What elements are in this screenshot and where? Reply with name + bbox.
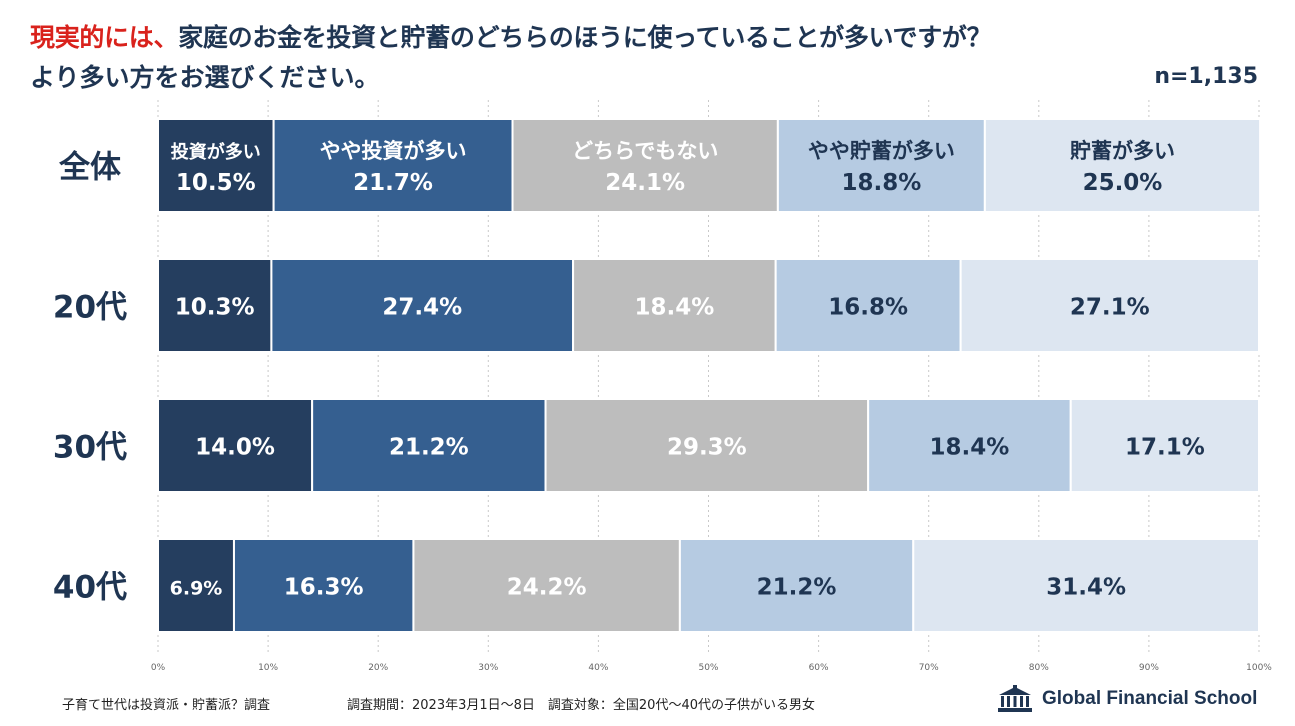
bar-segment xyxy=(157,258,273,353)
title-highlight: 現実的には、 xyxy=(30,23,179,52)
brand-logo: Global Financial School xyxy=(996,685,1257,713)
x-tick-label: 20% xyxy=(368,663,388,673)
bar-segment xyxy=(311,398,547,493)
x-tick-label: 60% xyxy=(809,663,829,673)
data-label: 24.1% xyxy=(605,170,685,196)
bar-segment xyxy=(157,118,275,213)
bar-segment xyxy=(272,118,514,213)
x-tick-label: 40% xyxy=(588,663,608,673)
data-label: 10.5% xyxy=(176,170,256,196)
x-tick-label: 80% xyxy=(1029,663,1049,673)
data-label: 10.3% xyxy=(175,295,255,321)
x-tick-label: 0% xyxy=(151,663,166,673)
data-label: 21.7% xyxy=(353,170,433,196)
data-label: 27.1% xyxy=(1070,295,1150,321)
bar-segment xyxy=(867,398,1072,493)
bar-segment xyxy=(776,118,986,213)
data-label: 18.8% xyxy=(841,170,921,196)
legend-label: 貯蓄が多い xyxy=(1070,139,1175,163)
category-label: 30代 xyxy=(53,430,127,466)
category-label: 40代 xyxy=(53,570,127,606)
data-label: 27.4% xyxy=(382,295,462,321)
data-label: 18.4% xyxy=(634,295,714,321)
x-tick-label: 50% xyxy=(698,663,718,673)
bar-segment xyxy=(544,398,870,493)
category-label: 全体 xyxy=(58,150,121,186)
bar-segment xyxy=(511,118,779,213)
data-label: 21.2% xyxy=(389,435,469,461)
data-label: 17.1% xyxy=(1125,435,1205,461)
bar-segment xyxy=(157,538,235,633)
survey-name: 子育て世代は投資派・貯蓄派？調査 xyxy=(62,698,271,713)
bar-segment xyxy=(1069,398,1260,493)
bar-segment xyxy=(959,258,1261,353)
data-label: 25.0% xyxy=(1083,170,1163,196)
legend-label: やや投資が多い xyxy=(320,139,467,163)
legend-label: やや貯蓄が多い xyxy=(808,139,955,163)
school-building-icon xyxy=(998,685,1032,712)
legend-label: どちらでもない xyxy=(572,139,718,163)
legend-label: 投資が多い xyxy=(171,141,261,163)
title-rest: 家庭のお金を投資と貯蓄のどちらのほうに使っていることが多いですが？ xyxy=(178,23,992,52)
sample-size-label: n=1,135 xyxy=(1154,64,1258,89)
bar-segment xyxy=(270,258,575,353)
bar-segment xyxy=(157,398,314,493)
data-label: 6.9% xyxy=(170,578,223,600)
data-label: 24.2% xyxy=(507,575,587,601)
bar-segment xyxy=(232,538,415,633)
bar-segment xyxy=(678,538,915,633)
bar-segment xyxy=(912,538,1260,633)
chart-title-line2: より多い方をお選びください。 xyxy=(30,63,380,92)
bar-segment xyxy=(983,118,1262,213)
bar-segment xyxy=(774,258,962,353)
survey-details: 調査期間：2023年3月1日～8日 調査対象：全国20代～40代の子供がいる男女 xyxy=(347,698,815,713)
data-label: 29.3% xyxy=(667,435,747,461)
data-label: 18.4% xyxy=(930,435,1010,461)
stacked-bar-chart: 0% 10% 20% 30% 40% 50% 60% 70% 80% 90% 100% 全体 投資が多い… xyxy=(53,100,1272,673)
category-label: 20代 xyxy=(53,290,127,326)
data-label: 31.4% xyxy=(1046,575,1126,601)
x-tick-label: 90% xyxy=(1139,663,1159,673)
brand-name: Global Financial School xyxy=(1042,688,1258,709)
x-tick-label: 70% xyxy=(919,663,939,673)
x-tick-label: 10% xyxy=(258,663,278,673)
bar-segment xyxy=(572,258,777,353)
x-tick-label: 30% xyxy=(478,663,498,673)
chart-title-line1: 現実的には、家庭のお金を投資と貯蓄のどちらのほうに使っていることが多いですが？ xyxy=(30,18,992,54)
data-label: 21.2% xyxy=(757,575,837,601)
data-label: 16.8% xyxy=(828,295,908,321)
data-label: 14.0% xyxy=(195,435,275,461)
x-tick-label: 100% xyxy=(1246,663,1272,673)
data-label: 16.3% xyxy=(284,575,364,601)
bar-segment xyxy=(412,538,681,633)
